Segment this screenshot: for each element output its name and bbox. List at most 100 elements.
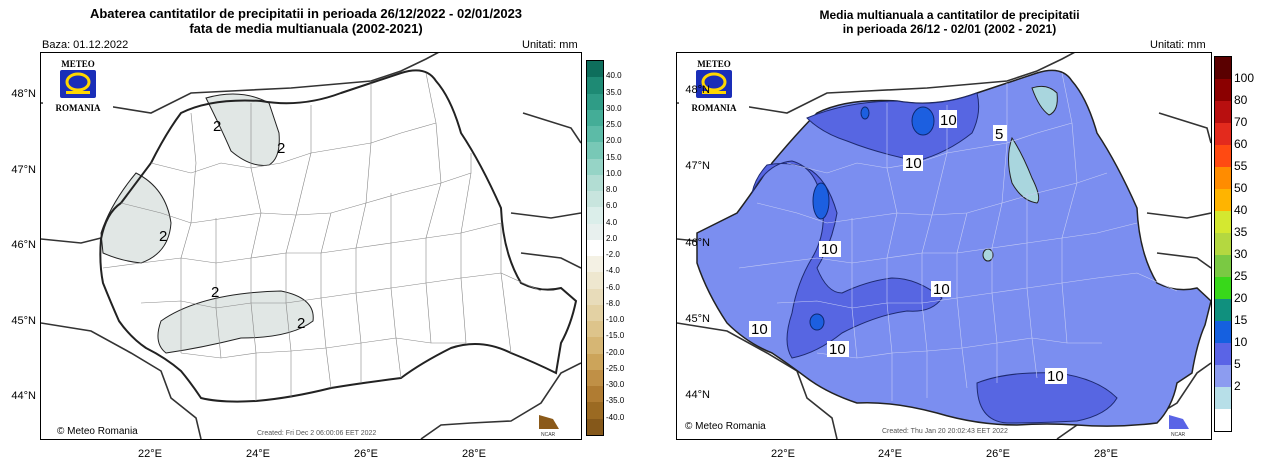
right-contour-label: 10 (940, 112, 957, 129)
right-title-line2: in perioada 26/12 - 02/01 (2002 - 2021) (842, 22, 1057, 36)
right-label-box (903, 155, 923, 171)
left-logo-top: METEO (61, 59, 95, 69)
colorbar-swatch (1215, 321, 1231, 343)
right-label-box (1045, 368, 1067, 384)
right-precip-10-area-north (806, 92, 980, 162)
left-lon-label: 28°E (462, 448, 486, 460)
colorbar-label: 2 (1234, 379, 1241, 393)
colorbar-swatch (587, 402, 603, 419)
colorbar-label: 25 (1234, 269, 1248, 283)
colorbar-swatch (1215, 409, 1231, 431)
colorbar-label: -6.0 (606, 282, 620, 292)
colorbar-label: 60 (1234, 137, 1248, 151)
colorbar-swatch (1215, 123, 1231, 145)
right-precip-15-spot (911, 106, 935, 136)
colorbar-label: 40.0 (606, 71, 622, 81)
colorbar-label: 5 (1234, 357, 1241, 371)
colorbar-swatch (587, 61, 603, 78)
colorbar-swatch (1215, 277, 1231, 299)
colorbar-label: 80 (1234, 93, 1248, 107)
colorbar-swatch (587, 353, 603, 370)
colorbar-swatch (587, 174, 603, 191)
right-lon-label: 22°E (771, 448, 795, 460)
right-label-box (827, 341, 849, 357)
colorbar-swatch (1215, 343, 1231, 365)
right-lon-label: 24°E (878, 448, 902, 460)
right-contour-label: 10 (1047, 368, 1064, 385)
colorbar-swatch (1215, 387, 1231, 409)
left-anomaly-area-south (157, 290, 314, 354)
right-ncar-icon (1169, 415, 1189, 429)
colorbar-label: -8.0 (606, 298, 620, 308)
right-units: Unitati: mm (1150, 39, 1206, 51)
right-lat-label: 47°N (685, 160, 710, 172)
right-precip-light-area (1031, 85, 1058, 116)
right-county-lines (738, 72, 1178, 401)
colorbar-label: -20.0 (606, 347, 625, 357)
right-colorbar (1214, 56, 1232, 432)
colorbar-label: 40 (1234, 203, 1248, 217)
colorbar-swatch (1215, 299, 1231, 321)
colorbar-swatch (1215, 79, 1231, 101)
left-lon-label: 24°E (246, 448, 270, 460)
right-lat-label: 45°N (685, 313, 710, 325)
colorbar-label: -15.0 (606, 331, 625, 341)
left-lat-label: 46°N (11, 239, 36, 251)
colorbar-label: 50 (1234, 181, 1248, 195)
colorbar-label: -4.0 (606, 266, 620, 276)
right-lat-label: 44°N (685, 389, 710, 401)
colorbar-label: 15.0 (606, 152, 622, 162)
colorbar-swatch (1215, 101, 1231, 123)
right-precip-light-area (982, 248, 994, 262)
right-contour-label: 5 (995, 126, 1003, 143)
left-romania-border (99, 69, 578, 403)
right-precip-15-spot (809, 313, 825, 331)
colorbar-label: 15 (1234, 313, 1248, 327)
right-label-box (993, 125, 1007, 141)
right-lat-label: 48°N (685, 84, 710, 96)
left-contour-label: 2 (277, 140, 285, 157)
colorbar-label: 35 (1234, 225, 1248, 239)
colorbar-label: 6.0 (606, 201, 618, 211)
colorbar-label: 4.0 (606, 217, 618, 227)
right-logo-bottom: ROMANIA (691, 103, 737, 113)
colorbar-label: 8.0 (606, 185, 618, 195)
colorbar-label: 70 (1234, 115, 1248, 129)
colorbar-label: -10.0 (606, 315, 625, 325)
right-meteo-logo: METEO ROMANIA (679, 55, 749, 117)
colorbar-label: -40.0 (606, 412, 625, 422)
left-neighbour-border (41, 53, 581, 439)
right-ncar-label: NCAR (1171, 432, 1186, 438)
left-logo-emblem-icon (60, 70, 96, 98)
left-county-lines (102, 72, 542, 401)
left-ncar-label: NCAR (541, 432, 556, 438)
left-logo-bottom: ROMANIA (55, 103, 101, 113)
colorbar-label: -35.0 (606, 396, 625, 406)
left-map-svg: 2 2 2 2 2 NCAR (41, 53, 581, 439)
colorbar-label: 20.0 (606, 136, 622, 146)
colorbar-label: 20 (1234, 291, 1248, 305)
left-lon-label: 26°E (354, 448, 378, 460)
left-colorbar (586, 60, 604, 436)
colorbar-swatch (1215, 255, 1231, 277)
colorbar-swatch (587, 272, 603, 289)
right-label-box (749, 321, 771, 337)
right-precip-light-area (1008, 136, 1040, 204)
colorbar-swatch (1215, 145, 1231, 167)
colorbar-label: 25.0 (606, 120, 622, 130)
colorbar-swatch (587, 337, 603, 354)
colorbar-label: 55 (1234, 159, 1248, 173)
colorbar-swatch (1215, 233, 1231, 255)
left-contour-label: 2 (211, 284, 219, 301)
colorbar-label: -30.0 (606, 380, 625, 390)
right-map: 10 10 10 10 10 10 5 10 10 NCAR METEO (676, 52, 1212, 440)
colorbar-swatch (587, 109, 603, 126)
left-contour-label: 2 (297, 315, 305, 332)
colorbar-label: -25.0 (606, 363, 625, 373)
left-meteo-logo: METEO ROMANIA (43, 55, 113, 117)
right-panel: Media multianuala a cantitatilor de prec… (636, 0, 1263, 465)
left-title-line2: fata de media multianuala (2002-2021) (189, 21, 423, 36)
right-precip-15-spot (860, 106, 870, 120)
right-logo-top: METEO (697, 59, 731, 69)
right-title-line1: Media multianuala a cantitatilor de prec… (819, 8, 1080, 22)
